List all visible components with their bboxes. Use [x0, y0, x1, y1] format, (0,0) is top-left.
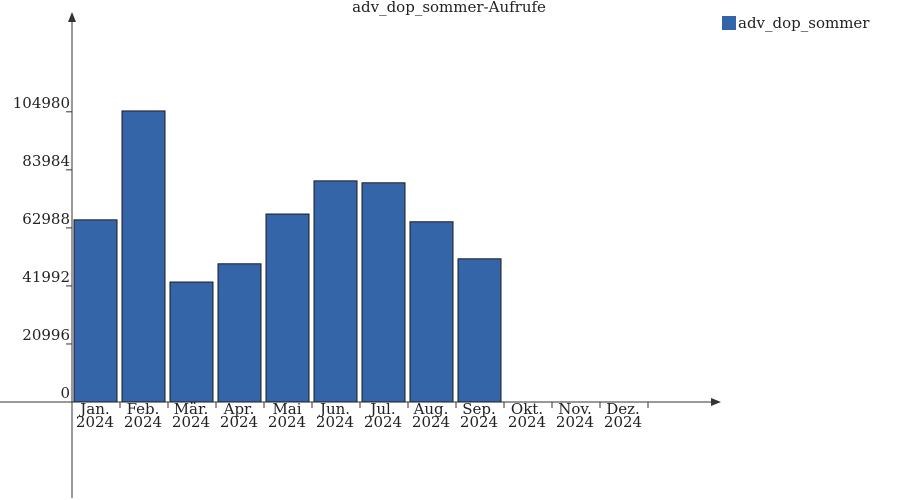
x-tick-label-line: Jun. — [318, 400, 350, 418]
legend-swatch — [722, 16, 736, 30]
x-tick-label-line: Aug. — [413, 400, 449, 418]
bar — [73, 219, 118, 403]
x-tick-label-line: 2024 — [412, 413, 450, 431]
x-tick-label-line: Jan. — [78, 400, 109, 418]
x-tick-label: Jan. 2024 — [76, 400, 114, 431]
x-tick-label-line: Jul. — [368, 400, 395, 418]
x-tick-label-line: Feb. — [127, 400, 160, 418]
x-tick-label: Jun. 2024 — [316, 400, 354, 431]
x-tick-label: Aug. 2024 — [412, 400, 450, 431]
bar — [217, 263, 262, 403]
x-tick-label-line: 2024 — [76, 413, 114, 431]
y-axis-arrow — [68, 12, 76, 22]
x-tick-label: Nov. 2024 — [556, 400, 594, 431]
x-tick-label-line: Mai — [272, 400, 301, 418]
x-tick-label: Mär. 2024 — [172, 400, 210, 431]
x-tick-label-line: 2024 — [508, 413, 546, 431]
x-tick-label: Dez. 2024 — [604, 400, 642, 431]
bar — [265, 213, 310, 403]
bar — [361, 182, 406, 403]
y-tick-label: 41992 — [22, 268, 70, 286]
chart-title: adv_dop_sommer-Aufrufe — [352, 0, 546, 16]
x-tick-label-line: 2024 — [556, 413, 594, 431]
x-tick-label-line: 2024 — [604, 413, 642, 431]
x-tick-label: Feb. 2024 — [124, 400, 162, 431]
x-tick-label-line: 2024 — [316, 413, 354, 431]
x-tick-label: Jul. 2024 — [364, 400, 402, 431]
bar — [121, 110, 166, 403]
x-tick-label: Sep. 2024 — [460, 400, 498, 431]
x-tick-label-line: Mär. — [174, 400, 209, 418]
x-tick-label-line: 2024 — [268, 413, 306, 431]
x-axis-arrow — [711, 398, 721, 406]
y-tick-label: 62988 — [22, 210, 70, 228]
bar — [313, 180, 358, 403]
x-tick-label: Apr. 2024 — [220, 400, 258, 431]
x-tick-label: Okt. 2024 — [508, 400, 546, 431]
x-tick-label-line: 2024 — [172, 413, 210, 431]
x-tick-label-line: Apr. — [223, 400, 255, 418]
y-tick-label: 104980 — [13, 94, 70, 112]
y-tick-label: 83984 — [22, 152, 70, 170]
y-tick-label: 20996 — [22, 326, 70, 344]
x-tick-label-line: Dez. — [606, 400, 640, 418]
x-tick-label-line: Nov. — [558, 400, 592, 418]
x-tick-label-line: 2024 — [460, 413, 498, 431]
bar — [457, 258, 502, 403]
x-tick-label-line: Sep. — [462, 400, 496, 418]
x-tick-label-line: Okt. — [511, 400, 543, 418]
bar — [409, 221, 454, 403]
bar — [169, 281, 214, 403]
legend-label: adv_dop_sommer — [738, 14, 870, 32]
x-tick-label: Mai 2024 — [268, 400, 306, 431]
x-tick-label-line: 2024 — [364, 413, 402, 431]
x-tick-label-line: 2024 — [220, 413, 258, 431]
x-tick-label-line: 2024 — [124, 413, 162, 431]
y-tick-label: 0 — [60, 384, 70, 402]
